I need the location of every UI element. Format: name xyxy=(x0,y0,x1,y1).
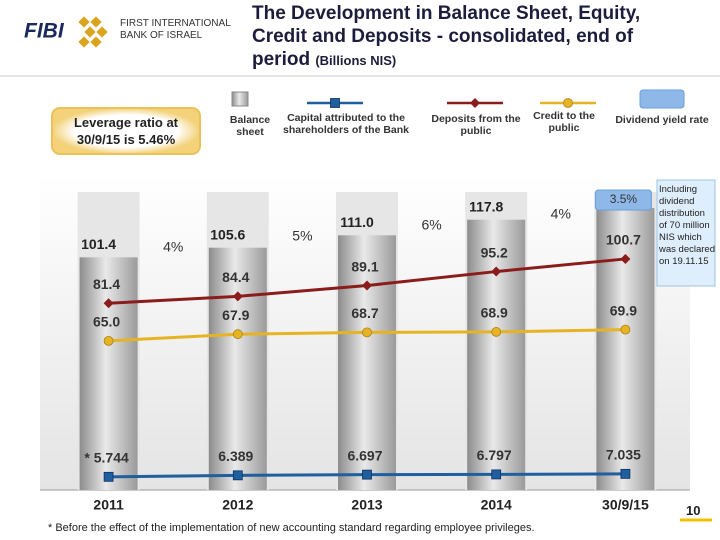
x-tick-label: 2014 xyxy=(481,497,512,513)
legend-marker xyxy=(330,98,340,108)
bar-value-label: 101.4 xyxy=(81,236,116,252)
bar xyxy=(467,219,526,490)
line-value-label: 89.1 xyxy=(351,258,378,274)
logo-icon xyxy=(78,16,108,48)
line-value-label: 84.4 xyxy=(222,269,249,285)
line-value-label: 100.7 xyxy=(606,232,641,248)
line-marker xyxy=(620,324,631,335)
bar-value-label: 117.8 xyxy=(469,198,503,214)
line-value-label: 65.0 xyxy=(93,314,120,330)
x-tick-label: 2013 xyxy=(351,497,382,513)
line-value-label: 68.9 xyxy=(481,305,508,321)
line-marker xyxy=(362,469,372,480)
line-marker xyxy=(362,280,372,291)
yield-box xyxy=(594,189,652,211)
yield-label: 6% xyxy=(421,217,441,233)
line-value-label: 6.389 xyxy=(218,448,253,464)
line-value-label: 69.9 xyxy=(610,302,637,318)
line-marker xyxy=(232,291,243,302)
yield-label: 3.5% xyxy=(610,192,638,206)
chart-title: The Development in Balance Sheet, Equity… xyxy=(252,3,641,70)
title-block: The Development in Balance Sheet, Equity… xyxy=(252,2,672,72)
line-marker xyxy=(103,471,114,482)
footnote: * Before the effect of the implementatio… xyxy=(48,522,535,534)
line-value-label: * 5.744 xyxy=(84,450,129,466)
legend-label: Credit to the public xyxy=(533,110,595,134)
x-tick-label: 2011 xyxy=(93,497,124,513)
logo-text: FIBI xyxy=(24,20,65,43)
bar-value-label: 105.6 xyxy=(210,226,245,242)
line-marker xyxy=(620,253,631,264)
line-value-label: 95.2 xyxy=(481,244,508,260)
yield-label: 4% xyxy=(163,239,183,255)
legend-label: Deposits from the public xyxy=(431,113,521,137)
bar xyxy=(338,235,396,490)
line-marker xyxy=(491,266,502,277)
line-value-label: 68.7 xyxy=(351,305,378,321)
line-value-label: 6.797 xyxy=(477,447,512,463)
line-marker xyxy=(491,327,502,337)
line-marker xyxy=(103,335,114,346)
legend-swatch xyxy=(639,89,685,109)
x-tick-label: 2012 xyxy=(222,497,253,513)
dividend-note: Including dividend distribution of 70 mi… xyxy=(659,184,715,267)
line-marker xyxy=(491,469,502,480)
legend-label: Capital attributed to the shareholders o… xyxy=(282,112,410,136)
line-value-label: 81.4 xyxy=(93,276,120,292)
line-marker xyxy=(362,327,372,338)
bar xyxy=(208,247,267,490)
yield-label: 5% xyxy=(292,228,312,244)
yield-label: 4% xyxy=(551,206,571,222)
line-marker xyxy=(232,329,243,340)
legend-swatch xyxy=(231,91,249,107)
dividend-note-box xyxy=(656,179,716,287)
unit-label: (Billions NIS) xyxy=(315,53,397,68)
page-number: 10 xyxy=(686,503,701,518)
line-value-label: 6.697 xyxy=(347,447,382,463)
line-marker xyxy=(620,468,631,479)
legend-marker xyxy=(470,98,480,108)
bar xyxy=(79,257,138,490)
legend-label: Balance sheet xyxy=(229,114,271,138)
x-tick-label: 30/9/15 xyxy=(602,497,649,513)
bar-value-label: 111.0 xyxy=(340,214,374,230)
bank-name: FIRST INTERNATIONAL BANK OF ISRAEL xyxy=(120,18,231,41)
line-marker xyxy=(232,470,243,481)
legend-label: Dividend yield rate xyxy=(615,114,709,126)
line-value-label: 7.035 xyxy=(606,447,641,463)
line-marker xyxy=(103,298,114,309)
line-value-label: 67.9 xyxy=(222,307,249,323)
leverage-note: Leverage ratio at 30/9/15 is 5.46% xyxy=(73,115,179,147)
leverage-box xyxy=(51,107,201,155)
legend-marker xyxy=(563,98,573,108)
